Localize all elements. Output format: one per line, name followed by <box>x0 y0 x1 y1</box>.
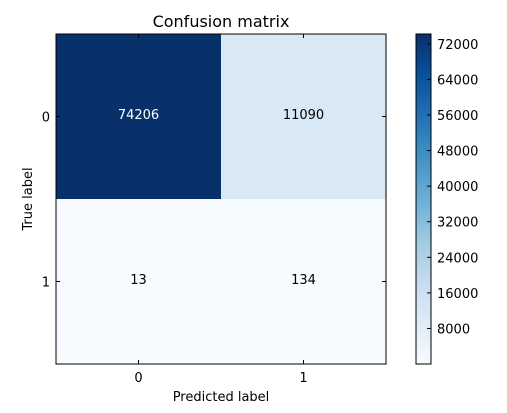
cell-value-label: 134 <box>291 273 316 288</box>
plot-frame <box>55 33 387 365</box>
heatmap-cell <box>56 34 221 199</box>
colorbar-tick-label: 24000 <box>437 251 478 266</box>
x-tick-label: 1 <box>299 371 307 386</box>
colorbar-tick-label: 64000 <box>437 73 478 88</box>
heatmap-cell <box>221 199 386 364</box>
cell-value-label: 11090 <box>283 108 324 123</box>
heatmap-cell <box>221 34 386 199</box>
colorbar-tick-label: 40000 <box>437 180 478 195</box>
colorbar <box>415 33 432 365</box>
x-axis-label: Predicted label <box>173 390 270 405</box>
colorbar-tick-label: 48000 <box>437 145 478 160</box>
cell-value-label: 13 <box>130 273 147 288</box>
colorbar-tick-label: 56000 <box>437 109 478 124</box>
x-tick-label: 0 <box>134 371 142 386</box>
cell-value-labels: 74206 11090 13 134 <box>118 108 324 288</box>
colorbar-tick-label: 32000 <box>437 216 478 231</box>
colorbar-tick-label: 72000 <box>437 38 478 53</box>
chart-title: Confusion matrix <box>153 12 290 31</box>
y-tick-label: 1 <box>42 276 50 291</box>
colorbar-ticks: 8000 16000 24000 32000 40000 48000 56000 64000 7… <box>427 38 478 337</box>
heatmap-cells <box>56 34 386 364</box>
colorbar-tick-label: 8000 <box>437 322 470 337</box>
cell-value-label: 74206 <box>118 108 159 123</box>
y-axis-ticks: 01 <box>42 111 386 291</box>
y-tick-label: 0 <box>42 111 50 126</box>
y-axis-label: True label <box>21 167 36 231</box>
heatmap-cell <box>56 199 221 364</box>
colorbar-tick-label: 16000 <box>437 287 478 302</box>
